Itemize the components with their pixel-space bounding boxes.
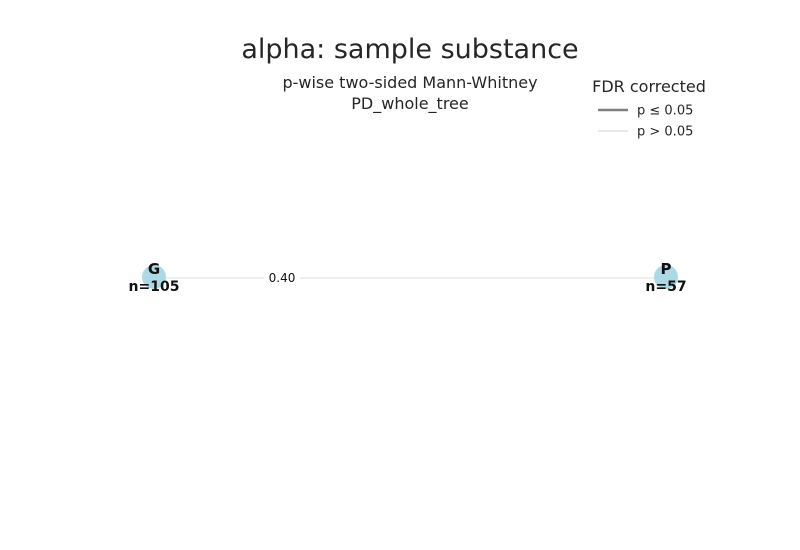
test-description: p-wise two-sided Mann-Whitney (282, 73, 537, 92)
edge-p-value: 0.40 (269, 271, 296, 285)
node-g (142, 265, 166, 289)
legend-label-significant: p ≤ 0.05 (637, 104, 693, 119)
edge-label-background (264, 269, 300, 286)
node-g-label: G (148, 260, 160, 278)
node-p-count: n=57 (645, 279, 686, 295)
legend-title: FDR corrected (592, 77, 706, 96)
network: 0.40 G n=105 P n=57 (129, 260, 687, 295)
metric-name: PD_whole_tree (351, 94, 468, 114)
node-p (654, 265, 678, 289)
node-p-label: P (661, 260, 672, 278)
legend: FDR corrected p ≤ 0.05 p > 0.05 (592, 77, 706, 140)
figure-title: alpha: sample substance (241, 34, 578, 65)
legend-label-nonsignificant: p > 0.05 (637, 125, 693, 140)
node-g-count: n=105 (129, 279, 180, 295)
